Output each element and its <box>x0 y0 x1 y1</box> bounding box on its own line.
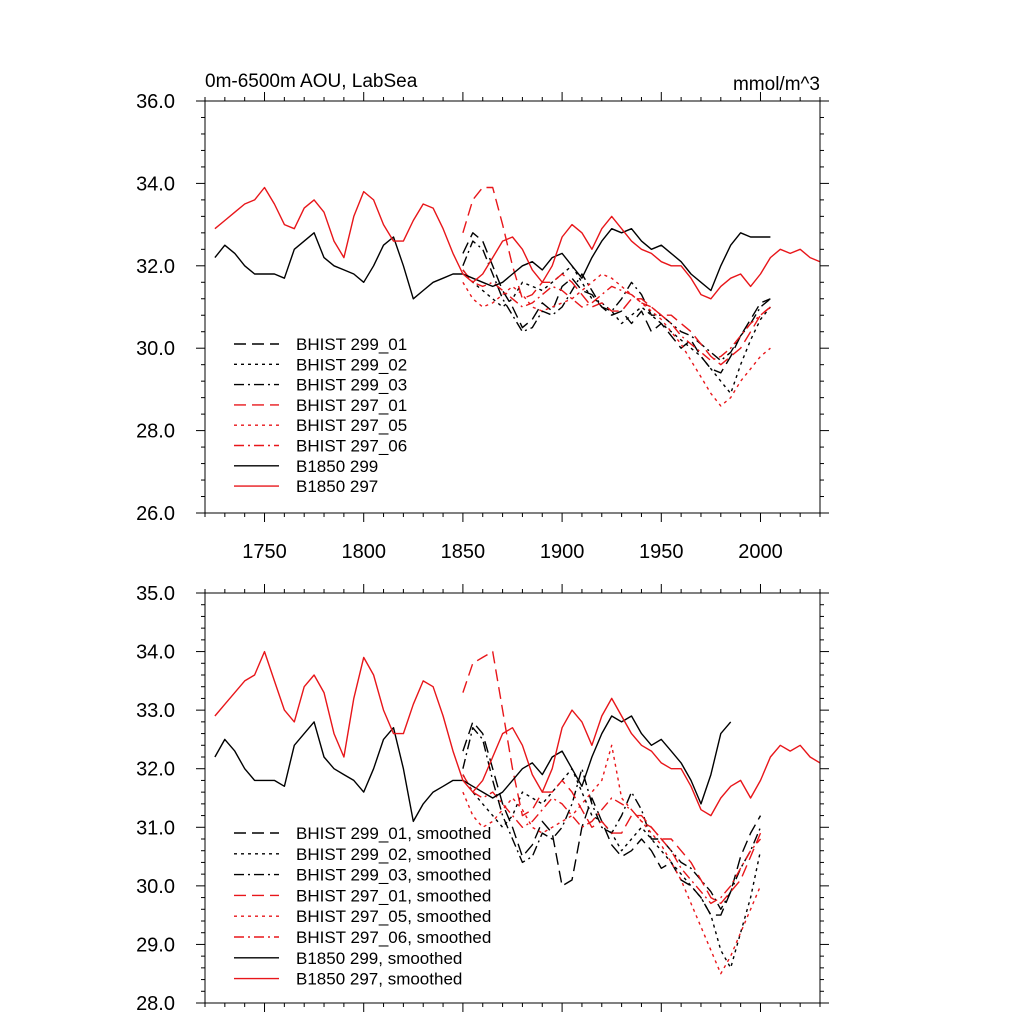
y-tick-label: 30.0 <box>136 338 175 360</box>
series-line-5 <box>462 273 771 407</box>
plot-frame <box>204 592 821 1004</box>
series-line-8 <box>214 186 820 300</box>
y-tick-label: 32.0 <box>136 759 175 781</box>
legend-entry-8: B1850 297, smoothed <box>296 970 462 989</box>
x-tick-label: 1800 <box>341 541 386 563</box>
series-line-7 <box>214 227 771 300</box>
series-line-4 <box>462 650 762 905</box>
legend-entry-7: B1850 299, smoothed <box>296 949 462 968</box>
series-line-1 <box>462 232 771 374</box>
legend-entry-5: BHIST 297_05, smoothed <box>296 907 491 926</box>
series-line-5 <box>462 744 762 975</box>
legend-entry-1: BHIST 299_01 <box>296 335 407 354</box>
y-tick-label: 35.0 <box>136 583 175 605</box>
legend-entry-3: BHIST 299_03, smoothed <box>296 866 491 885</box>
x-tick-label: 1850 <box>441 541 486 563</box>
chart-title: 0m-6500m AOU, LabSea <box>205 71 418 92</box>
legend-entry-7: B1850 299 <box>296 457 378 476</box>
x-tick-label: 2000 <box>738 541 783 563</box>
chart-panel-1: 1750 1800 1850 1900 1950 2000 26.0 28.0 30.0 32.0… <box>136 71 829 563</box>
plot-frame <box>204 100 821 514</box>
series-line-6 <box>462 269 771 362</box>
series-line-7 <box>214 715 732 823</box>
y-tick-label: 28.0 <box>136 421 175 443</box>
legend-entry-3: BHIST 299_03 <box>296 376 407 395</box>
units-label: mmol/m^3 <box>733 74 820 95</box>
x-tick-label: 1900 <box>540 541 585 563</box>
legend-entry-2: BHIST 299_02 <box>296 355 407 374</box>
legend-entry-5: BHIST 297_05 <box>296 416 407 435</box>
y-tick-label: 28.0 <box>136 993 175 1015</box>
y-tick-label: 29.0 <box>136 934 175 956</box>
series-line-8 <box>214 650 820 817</box>
y-tick-label: 36.0 <box>136 91 175 113</box>
y-tick-label: 26.0 <box>136 503 175 525</box>
x-tick-label: 1950 <box>639 541 684 563</box>
y-tick-label: 31.0 <box>136 817 175 839</box>
y-tick-label: 34.0 <box>136 642 175 664</box>
legend-entry-6: BHIST 297_06, smoothed <box>296 928 491 947</box>
legend: BHIST 299_01, smoothed BHIST 299_02, smoo… <box>234 824 491 989</box>
series-group <box>214 186 820 407</box>
legend-entry-6: BHIST 297_06 <box>296 437 407 456</box>
legend-entry-8: B1850 297 <box>296 477 378 496</box>
series-line-4 <box>462 186 771 366</box>
y-tick-label: 30.0 <box>136 876 175 898</box>
y-tick-label: 34.0 <box>136 173 175 195</box>
y-tick-label: 33.0 <box>136 700 175 722</box>
legend-entry-4: BHIST 297_01 <box>296 396 407 415</box>
series-group <box>214 650 820 975</box>
chart-panel-2: 28.0 29.0 30.0 31.0 32.0 33.0 34.0 35.0 BHIST 29… <box>136 583 829 1015</box>
legend-entry-2: BHIST 299_02, smoothed <box>296 845 491 864</box>
legend-entry-4: BHIST 297_01, smoothed <box>296 886 491 905</box>
series-line-1 <box>462 721 762 916</box>
series-line-2 <box>462 265 771 395</box>
series-line-3 <box>462 240 771 362</box>
series-line-6 <box>462 774 762 905</box>
y-tick-label: 32.0 <box>136 256 175 278</box>
x-tick-label: 1750 <box>242 541 287 563</box>
legend-entry-1: BHIST 299_01, smoothed <box>296 824 491 843</box>
